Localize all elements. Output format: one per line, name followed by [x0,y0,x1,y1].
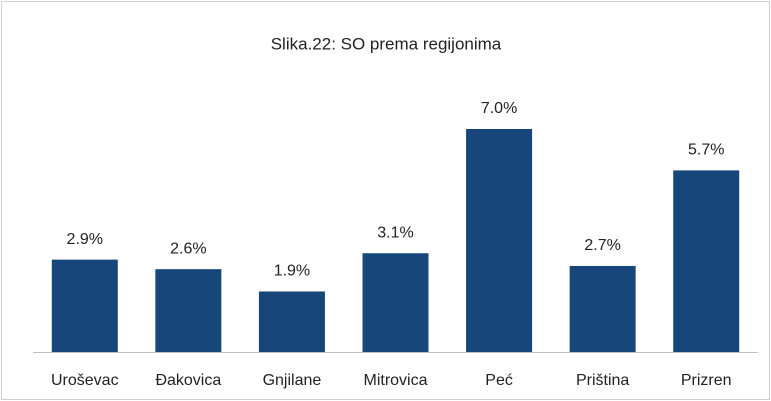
bar [362,253,429,352]
x-tick-label: Đakovica [155,372,221,389]
data-label: 5.7% [688,142,724,159]
bar [258,291,325,352]
x-tick-label: Priština [576,372,629,389]
data-label: 1.9% [274,263,310,280]
bar [155,269,222,352]
data-label: 7.0% [481,100,517,117]
data-label: 3.1% [377,224,413,241]
x-tick-label: Prizren [681,372,732,389]
bar [51,259,118,352]
data-label: 2.7% [584,237,620,254]
data-label: 2.9% [67,231,103,248]
x-tick-label: Mitrovica [363,372,427,389]
bar [569,265,636,352]
x-tick-label: Gnjilane [263,372,322,389]
data-label: 2.6% [170,240,206,257]
bar [673,170,740,352]
bar [466,129,533,352]
x-tick-label: Uroševac [51,372,119,389]
x-tick-label: Peć [485,372,513,389]
chart-title: Slika.22: SO prema regijonima [271,34,502,53]
